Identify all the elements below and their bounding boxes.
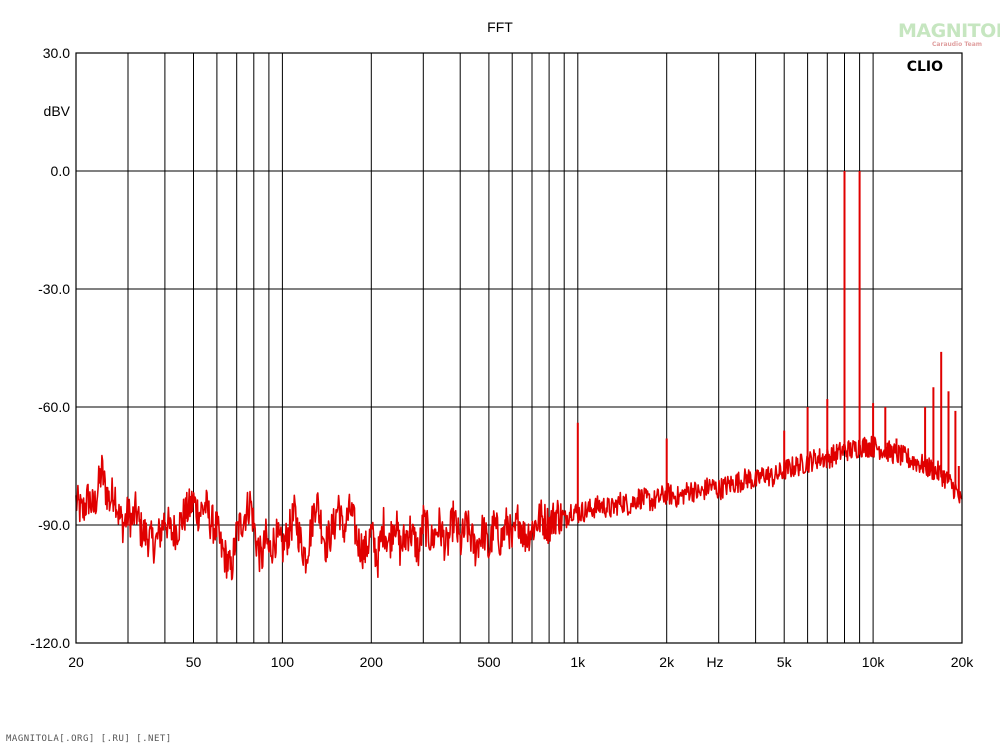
x-tick-label: 1k [570,654,586,670]
y-tick-label: -120.0 [30,635,70,651]
y-tick-label: -60.0 [38,399,70,415]
y-axis-ticks: 30.0 0.0 -30.0 -60.0 -90.0 -120.0 [30,45,70,651]
clio-brand-label: CLIO [907,59,943,75]
chart-title: FFT [487,19,513,35]
x-tick-label: 50 [186,654,202,670]
plot-frame [75,52,963,644]
chart-grid [75,52,963,644]
logo-subtitle: Caraudio Team [932,41,982,48]
y-tick-label: -30.0 [38,281,70,297]
footer-watermark: MAGNITOLA[.ORG] [.RU] [.NET] [6,734,172,744]
x-tick-label: 2k [659,654,675,670]
x-tick-label: 10k [862,654,886,670]
x-tick-label: 5k [777,654,793,670]
logo-wordmark: MAGNITOLA [898,20,1000,42]
magnitola-logo: MAGNITOLA Caraudio Team [898,20,1000,50]
y-axis-label: dBV [44,103,71,119]
x-tick-label: 20k [951,654,975,670]
x-tick-label: 500 [477,654,501,670]
chart-series [75,171,963,581]
spectrum-trace [75,435,963,581]
x-tick-label: 20 [68,654,84,670]
y-tick-label: -90.0 [38,517,70,533]
x-axis-ticks: 20 50 100 200 500 1k 2k 5k 10k 20k [68,654,974,670]
x-axis-label: Hz [706,654,723,670]
x-tick-label: 100 [271,654,295,670]
x-tick-label: 200 [360,654,384,670]
y-tick-label: 30.0 [43,45,70,61]
y-tick-label: 0.0 [51,163,71,179]
